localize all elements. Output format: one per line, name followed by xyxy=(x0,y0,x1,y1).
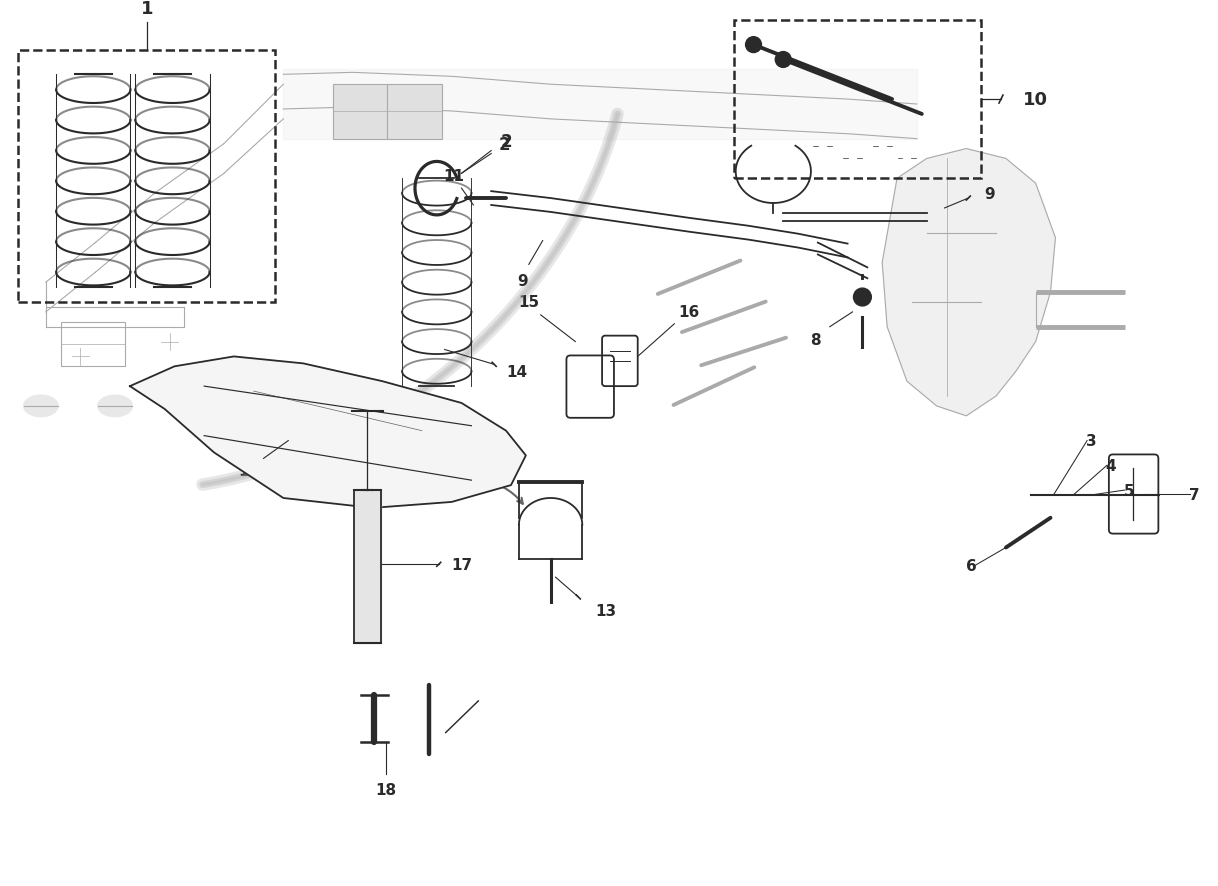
Text: 16: 16 xyxy=(678,305,700,320)
Text: 17: 17 xyxy=(451,557,473,572)
Bar xyxy=(18,51,275,303)
Bar xyxy=(387,85,442,139)
Text: 6: 6 xyxy=(966,558,977,573)
Text: 1: 1 xyxy=(140,0,153,18)
Text: 7: 7 xyxy=(1189,487,1200,502)
Text: 14: 14 xyxy=(507,364,527,379)
Circle shape xyxy=(854,289,871,307)
Text: 4: 4 xyxy=(1106,458,1116,473)
Text: 9: 9 xyxy=(984,186,995,201)
Bar xyxy=(333,85,387,139)
Text: 2: 2 xyxy=(498,136,510,153)
Text: 8: 8 xyxy=(810,333,821,347)
Text: 9: 9 xyxy=(518,274,529,288)
Text: 3: 3 xyxy=(1085,433,1096,448)
Polygon shape xyxy=(130,357,526,509)
Text: 12: 12 xyxy=(238,463,259,478)
Circle shape xyxy=(745,38,761,53)
Bar xyxy=(733,21,982,179)
Ellipse shape xyxy=(97,395,133,417)
Text: 13: 13 xyxy=(596,603,616,618)
Text: 11: 11 xyxy=(443,168,464,183)
Bar xyxy=(61,323,125,367)
Text: 15: 15 xyxy=(519,295,540,310)
Ellipse shape xyxy=(23,395,58,417)
Text: 18: 18 xyxy=(375,782,397,797)
Circle shape xyxy=(776,52,792,68)
Text: 10: 10 xyxy=(1023,91,1049,109)
Text: 5: 5 xyxy=(1123,483,1134,498)
Polygon shape xyxy=(882,150,1056,416)
Text: 2: 2 xyxy=(501,133,512,151)
